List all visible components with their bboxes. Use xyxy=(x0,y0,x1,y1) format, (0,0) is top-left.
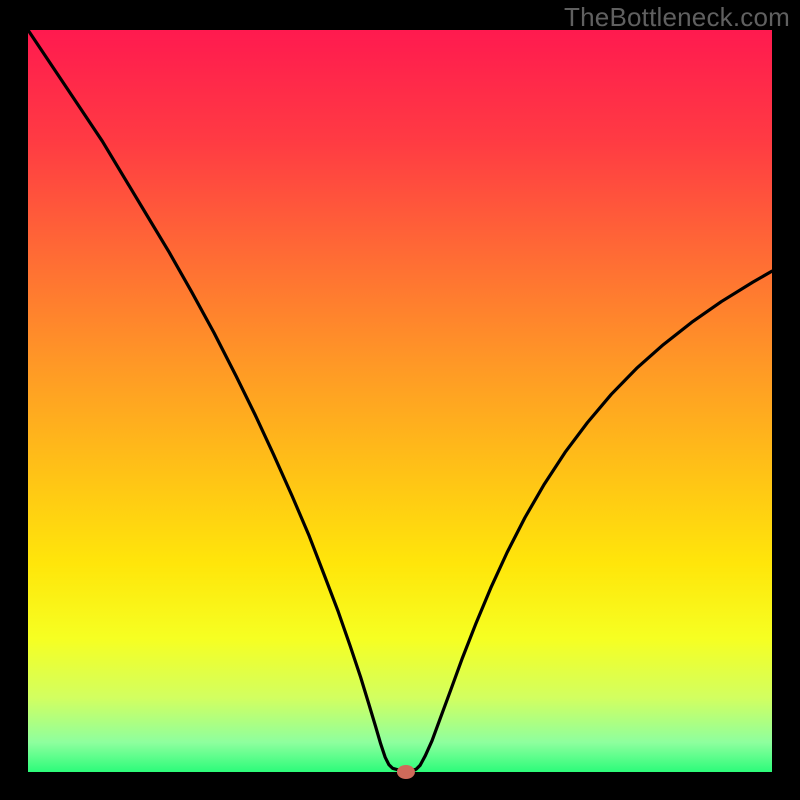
bottleneck-curve-plot xyxy=(0,0,800,800)
minimum-marker xyxy=(397,765,415,779)
chart-container: TheBottleneck.com xyxy=(0,0,800,800)
plot-background xyxy=(28,30,772,772)
